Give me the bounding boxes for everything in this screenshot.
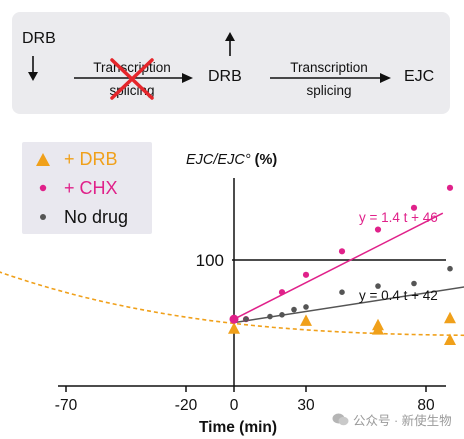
legend-item-chx: + CHX	[30, 175, 118, 201]
dot-marker-icon	[40, 214, 46, 220]
y-axis-title: EJC/EJC° (%)	[186, 152, 277, 168]
legend-label-no-drug: No drug	[64, 206, 129, 227]
chx-point	[446, 184, 454, 191]
scheme-drb-left: DRB	[22, 30, 56, 47]
no-drug-point	[279, 312, 285, 318]
drb-point	[300, 314, 312, 326]
legend-item-drb: + DRB	[30, 146, 118, 172]
legend-label-chx: + CHX	[64, 177, 118, 198]
drb-decay-curve	[0, 271, 464, 337]
up-arrow-icon	[225, 32, 235, 56]
chx-point	[410, 204, 418, 211]
chx-point	[374, 226, 382, 233]
no-drug-point	[291, 306, 297, 313]
x-tick-label: 80	[417, 397, 435, 414]
watermark: 公众号 · 新使生物	[332, 410, 452, 429]
x-tick-label: -70	[55, 397, 78, 414]
x-axis-title: Time (min)	[199, 419, 277, 436]
scheme-step-line2: splicing	[306, 83, 352, 98]
no-drug-point	[447, 265, 453, 272]
labels-layer: -120-70-2003080130100EJC/EJC° (%)Time (m…	[55, 152, 438, 436]
no-drug-point	[267, 313, 273, 320]
scheme-ejc: EJC	[404, 68, 435, 85]
chx-point	[302, 271, 310, 278]
chx-point	[229, 314, 239, 324]
dot-marker-icon	[39, 184, 47, 192]
y-tick-label: 100	[196, 251, 224, 270]
x-tick-label: 0	[230, 397, 239, 414]
down-arrow-icon	[28, 56, 38, 81]
no-drug-point	[339, 289, 345, 295]
scheme-drb-middle: DRB	[208, 68, 242, 85]
legend-item-no-drug: No drug	[30, 204, 128, 230]
x-tick-label: -20	[175, 397, 198, 414]
axes-layer	[58, 178, 446, 392]
no-drug-fit-equation: y = 0.4 t + 42	[359, 288, 438, 303]
no-drug-point	[375, 283, 381, 289]
chx-point	[338, 248, 346, 255]
legend: + DRB + CHX No drug	[22, 142, 152, 234]
scheme-crossed-step-line2: splicing	[109, 83, 155, 98]
no-drug-point	[411, 280, 417, 287]
no-drug-fit-line	[233, 286, 464, 324]
chx-fit-line	[233, 212, 444, 320]
no-drug-point	[303, 304, 309, 310]
drb-point	[228, 322, 240, 334]
marks-layer	[228, 184, 456, 346]
chx-fit-equation: y = 1.4 t + 46	[359, 210, 438, 225]
drb-point	[444, 333, 456, 346]
reaction-scheme: DRB Transcription splicing DRB Transcrip…	[12, 12, 450, 114]
scheme-step-line1: Transcription	[290, 60, 368, 75]
x-tick-label: 30	[297, 397, 315, 414]
drb-point	[372, 323, 384, 335]
legend-label-drb: + DRB	[64, 148, 118, 169]
wechat-icon	[332, 413, 349, 426]
watermark-text: 公众号 · 新使生物	[353, 414, 452, 428]
drb-point	[444, 311, 456, 324]
fit-layer	[0, 212, 464, 337]
no-drug-point	[243, 316, 249, 322]
reaction-arrow	[270, 73, 391, 83]
triangle-marker-icon	[36, 152, 50, 166]
chx-point	[278, 289, 286, 296]
scheme-crossed-step-line1: Transcription	[93, 60, 171, 75]
cross-icon	[110, 58, 154, 100]
